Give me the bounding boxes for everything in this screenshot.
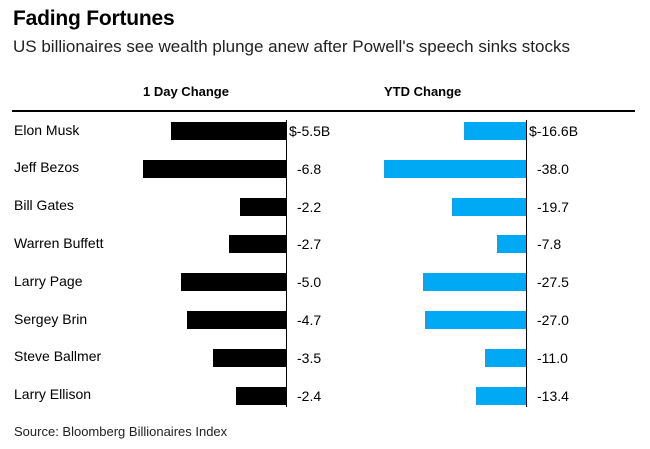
day-change-bar <box>229 235 286 254</box>
ytd-value-label: -27.0 <box>537 312 569 328</box>
day-value-label: -2.7 <box>297 236 322 253</box>
row-label: Larry Page <box>14 272 83 289</box>
ytd-value-label: -38.0 <box>537 160 569 177</box>
ytd-zero-axis <box>526 120 527 407</box>
row-label: Larry Ellison <box>14 386 92 403</box>
ytd-change-bar <box>475 386 526 405</box>
header-rule <box>12 110 635 112</box>
source-note: Source: Bloomberg Billionaires Index <box>14 424 228 439</box>
day-change-bar <box>170 122 286 140</box>
day-value-label: -5.0 <box>297 274 322 291</box>
day-change-bar <box>235 386 286 405</box>
day-change-bar <box>212 348 286 367</box>
ytd-value-label: $-16.6B <box>529 123 579 139</box>
ytd-change-bar <box>496 235 526 254</box>
row-label: Bill Gates <box>14 197 74 214</box>
row-label: Elon Musk <box>14 121 80 138</box>
ytd-change-bar <box>424 311 526 329</box>
ytd-change-bar <box>463 122 526 140</box>
ytd-change-bar <box>452 197 526 216</box>
ytd-change-bar <box>422 273 526 292</box>
row-label: Warren Buffett <box>14 234 104 251</box>
day-change-bar <box>187 311 286 329</box>
day-value-label: -6.8 <box>297 160 322 177</box>
ytd-change-bar <box>383 159 526 178</box>
day-change-bar <box>181 273 286 292</box>
day-value-label: -3.5 <box>297 349 322 366</box>
ytd-value-label: -19.7 <box>537 198 569 215</box>
day-change-bar <box>239 197 286 216</box>
column-header-day: 1 Day Change <box>143 84 229 99</box>
day-value-label: $-5.5B <box>289 123 331 139</box>
chart-title: Fading Fortunes <box>13 7 175 30</box>
row-label: Steve Ballmer <box>14 348 102 365</box>
ytd-value-label: -7.8 <box>537 236 562 253</box>
day-change-bar <box>143 159 286 178</box>
row-label: Jeff Bezos <box>14 159 80 176</box>
ytd-change-bar <box>484 348 526 367</box>
chart-subtitle: US billionaires see wealth plunge anew a… <box>13 37 570 56</box>
row-label: Sergey Brin <box>14 310 88 327</box>
day-value-label: -2.2 <box>297 198 322 215</box>
column-header-ytd: YTD Change <box>384 84 462 99</box>
ytd-value-label: -11.0 <box>537 349 568 366</box>
ytd-value-label: -13.4 <box>537 387 569 404</box>
day-value-label: -2.4 <box>297 387 322 404</box>
day-value-label: -4.7 <box>297 312 322 328</box>
day-zero-axis <box>286 120 287 407</box>
ytd-value-label: -27.5 <box>537 274 569 291</box>
